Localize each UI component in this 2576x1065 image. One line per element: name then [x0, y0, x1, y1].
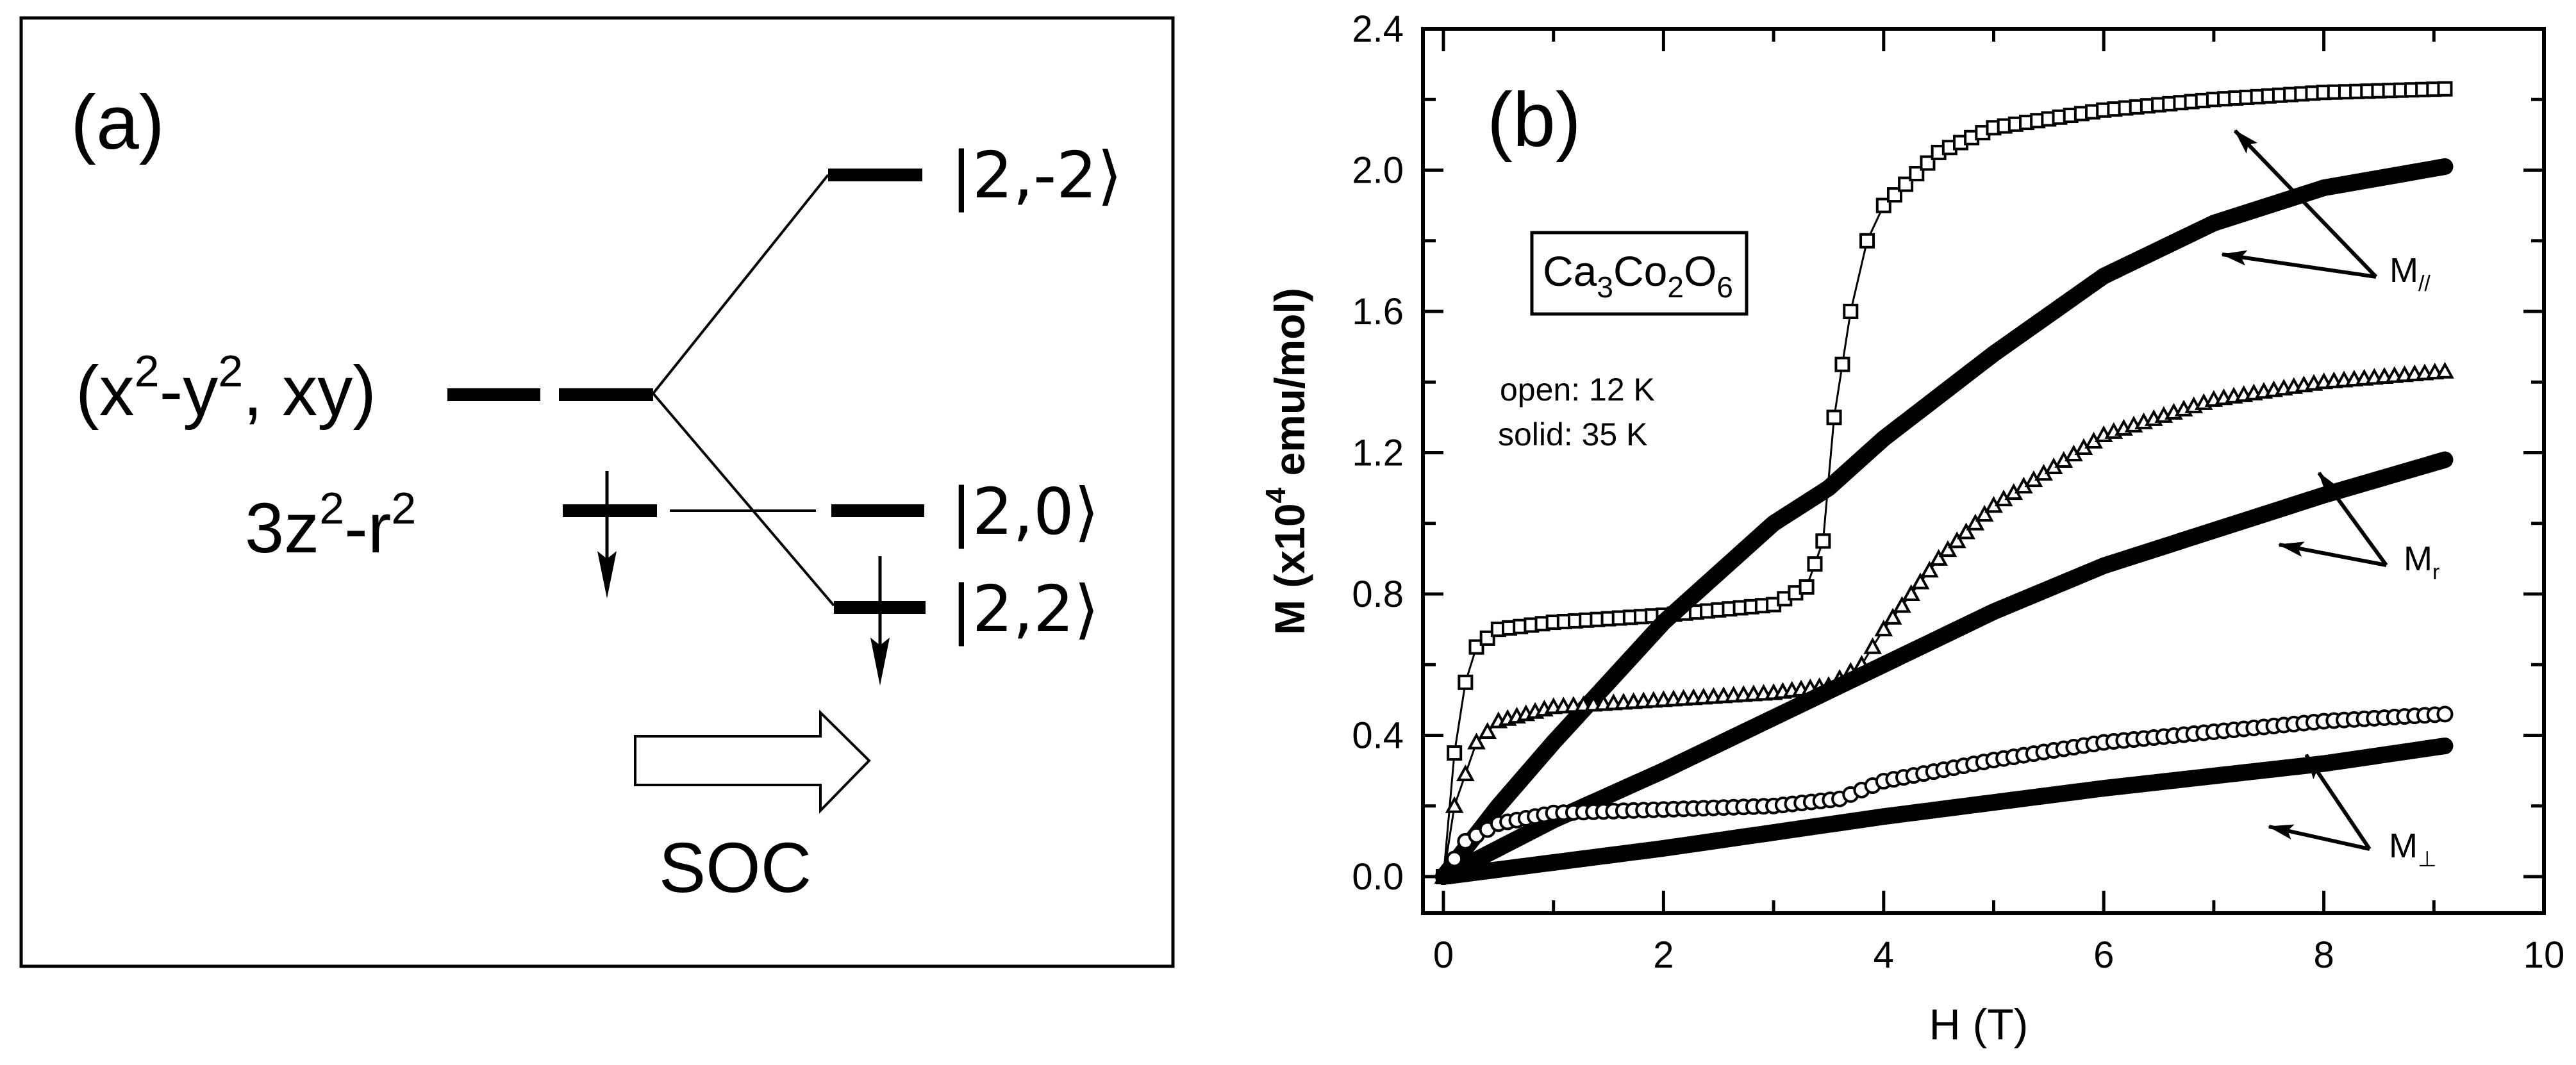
data-point	[1966, 513, 1985, 531]
data-point	[1947, 531, 1966, 549]
data-point	[1807, 556, 1823, 572]
panel-a: (a) (x2-y2, xy) 3z2-r2 |2,-2⟩ |2,0⟩	[19, 16, 1175, 968]
x-tick-label: 8	[2313, 934, 2334, 976]
data-point	[2436, 706, 2454, 723]
panel-a-frame	[19, 16, 1175, 968]
data-point	[1863, 637, 1882, 654]
annotation-r: Mr	[2278, 472, 2439, 584]
level-eg-2	[559, 388, 653, 401]
label-m-parallel: M//	[2389, 251, 2431, 296]
data-point	[1468, 639, 1484, 655]
label-m-r: Mr	[2404, 540, 2439, 584]
plot-frame	[1421, 27, 2546, 915]
data-point	[1874, 619, 1893, 637]
y-axis-title: M (x104 emu/mol)	[1260, 288, 1313, 635]
level-z2	[563, 504, 657, 517]
y-tick-label: 0.8	[1352, 574, 1404, 615]
data-point	[1957, 522, 1975, 540]
panel-a-label: (a)	[71, 79, 165, 165]
y-tick-label: 1.2	[1352, 433, 1404, 474]
data-point	[1458, 674, 1474, 690]
x-tick-label: 2	[1653, 934, 1674, 976]
panel-b-label: (b)	[1487, 77, 1581, 163]
compound-label: Ca3Co2O6	[1543, 247, 1733, 304]
data-point	[1920, 155, 1936, 171]
data-point	[1826, 409, 1842, 425]
split-line-up	[652, 174, 829, 395]
series-solid	[1435, 158, 2454, 885]
series-layer	[1434, 81, 2454, 885]
y-axis: 0.0 0.4 0.8 1.2 1.6 2.0 2.4	[1352, 8, 2544, 898]
data-point	[1975, 504, 1994, 522]
data-point	[2436, 361, 2454, 379]
spin-down-arrow-icon	[870, 556, 890, 686]
soc-label: SOC	[659, 829, 811, 907]
data-point	[1479, 630, 1495, 646]
y-tick-label: 0.4	[1352, 715, 1404, 757]
data-point	[1929, 549, 1949, 566]
y-tick-label: 0.0	[1352, 856, 1404, 898]
data-point	[1893, 596, 1911, 613]
data-point	[1883, 607, 1902, 625]
data-point	[1799, 579, 1815, 595]
data-point	[2437, 81, 2453, 97]
annotation-perp: M⊥	[2268, 754, 2437, 871]
x-tick-label: 6	[2093, 934, 2114, 976]
series-solid	[1435, 738, 2454, 885]
level-2m2	[828, 169, 922, 181]
data-point	[1445, 796, 1464, 813]
level-20	[831, 504, 924, 517]
x-axis-title: H (T)	[1929, 1000, 2029, 1049]
data-point	[1938, 540, 1957, 557]
data-point	[1859, 233, 1875, 249]
y-tick-label: 2.4	[1352, 8, 1404, 50]
y-tick-label: 2.0	[1352, 150, 1404, 192]
state-label-2m2: |2,-2⟩	[951, 138, 1122, 213]
series-solid	[1435, 451, 2454, 885]
level-eg-1	[447, 388, 540, 401]
data-point	[1886, 187, 1902, 203]
legend-solid: solid: 35 K	[1498, 417, 1647, 452]
x-tick-label: 0	[1433, 934, 1454, 976]
data-point	[1446, 850, 1463, 868]
state-label-20: |2,0⟩	[951, 474, 1099, 549]
data-point	[1920, 561, 1939, 578]
data-point	[1843, 304, 1859, 319]
series-open-circle	[1435, 706, 2454, 885]
data-point	[1467, 732, 1486, 750]
x-tick-label: 10	[2523, 934, 2565, 976]
spin-down-arrow-icon	[597, 471, 617, 599]
soc-arrow-icon	[634, 709, 871, 814]
split-line-down	[652, 392, 835, 607]
data-point	[1478, 722, 1497, 739]
label-m-perp: M⊥	[2389, 827, 2437, 871]
data-point	[1911, 572, 1930, 590]
state-label-22: |2,2⟩	[951, 572, 1099, 647]
y-tick-label: 1.6	[1352, 291, 1404, 333]
annotation-parallel: M//	[2221, 129, 2431, 296]
data-point	[1909, 166, 1925, 182]
data-point	[1875, 197, 1891, 213]
x-axis: 0 2 4 6 8 10	[1433, 29, 2564, 976]
compound-box	[1530, 231, 1749, 316]
data-point	[1898, 176, 1914, 192]
data-point	[1447, 745, 1463, 761]
x-tick-label: 4	[1874, 934, 1894, 976]
eg-orbital-label: (x2-y2, xy)	[76, 346, 376, 431]
data-point	[1902, 584, 1921, 601]
panel-b: 0.0 0.4 0.8 1.2 1.6 2.0 2.4 0 2 4 6 8 10 H (T) M (x…	[1260, 8, 2564, 1049]
data-point	[1815, 533, 1831, 549]
legend-open: open: 12 K	[1500, 372, 1655, 408]
z2-orbital-label: 3z2-r2	[245, 483, 416, 568]
data-point	[1834, 356, 1850, 372]
data-point	[1456, 764, 1475, 782]
